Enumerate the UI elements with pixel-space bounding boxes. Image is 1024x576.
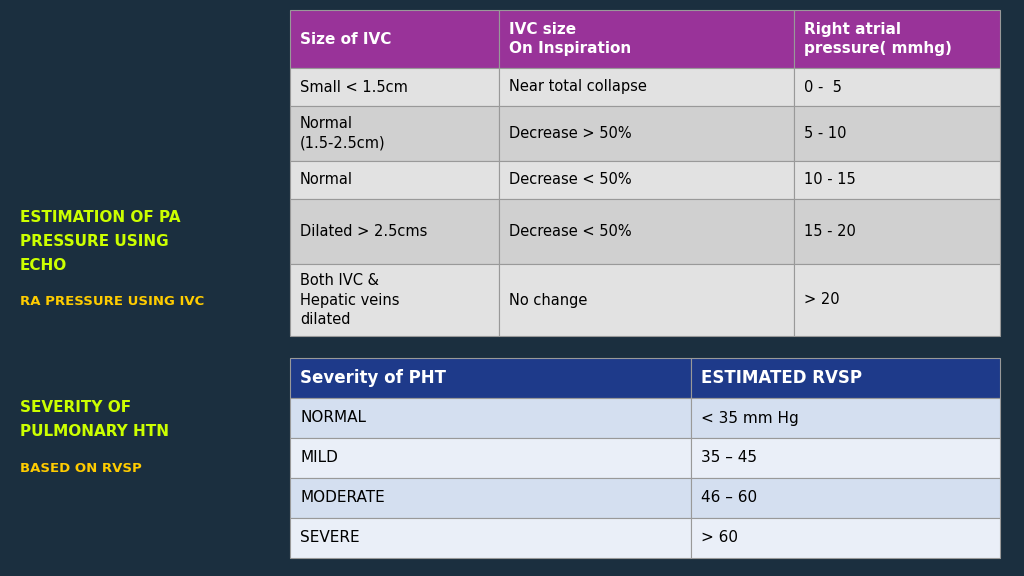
Bar [691, 398, 1000, 438]
Text: > 60: > 60 [701, 530, 738, 545]
Text: Normal: Normal [300, 172, 353, 188]
Text: Dilated > 2.5cms: Dilated > 2.5cms [300, 224, 427, 239]
Text: MILD: MILD [300, 450, 338, 465]
Bar [794, 264, 1000, 336]
Text: 0 -  5: 0 - 5 [804, 79, 842, 94]
Bar [794, 68, 1000, 106]
Text: 5 - 10: 5 - 10 [804, 126, 847, 141]
Text: 35 – 45: 35 – 45 [701, 450, 757, 465]
Bar [500, 161, 794, 199]
Bar [691, 358, 1000, 398]
Text: Decrease > 50%: Decrease > 50% [510, 126, 632, 141]
Text: Near total collapse: Near total collapse [510, 79, 647, 94]
Bar [290, 68, 500, 106]
Text: 15 - 20: 15 - 20 [804, 224, 856, 239]
Bar [691, 518, 1000, 558]
Text: Both IVC &
Hepatic veins
dilated: Both IVC & Hepatic veins dilated [300, 273, 399, 327]
Text: ESTIMATED RVSP: ESTIMATED RVSP [701, 369, 862, 387]
Text: No change: No change [510, 293, 588, 308]
Text: IVC size
On Inspiration: IVC size On Inspiration [510, 22, 632, 56]
Bar [290, 264, 500, 336]
Bar [500, 10, 794, 68]
Bar [290, 10, 500, 68]
Text: Size of IVC: Size of IVC [300, 32, 391, 47]
Text: MODERATE: MODERATE [300, 491, 385, 506]
Bar [500, 106, 794, 161]
Text: ESTIMATION OF PA: ESTIMATION OF PA [20, 210, 180, 225]
Text: Severity of PHT: Severity of PHT [300, 369, 446, 387]
Text: Right atrial
pressure( mmhg): Right atrial pressure( mmhg) [804, 22, 952, 56]
Bar [691, 478, 1000, 518]
Bar [691, 438, 1000, 478]
Text: NORMAL: NORMAL [300, 411, 366, 426]
Bar [500, 199, 794, 264]
Text: SEVERE: SEVERE [300, 530, 359, 545]
Text: Small < 1.5cm: Small < 1.5cm [300, 79, 408, 94]
Bar [794, 10, 1000, 68]
Bar [290, 398, 691, 438]
Bar [290, 358, 691, 398]
Bar [500, 68, 794, 106]
Text: SEVERITY OF: SEVERITY OF [20, 400, 131, 415]
Text: PULMONARY HTN: PULMONARY HTN [20, 424, 169, 439]
Bar [500, 264, 794, 336]
Bar [290, 478, 691, 518]
Bar [290, 161, 500, 199]
Bar [794, 106, 1000, 161]
Text: PRESSURE USING: PRESSURE USING [20, 234, 169, 249]
Bar [290, 438, 691, 478]
Text: > 20: > 20 [804, 293, 840, 308]
Text: Decrease < 50%: Decrease < 50% [510, 172, 632, 188]
Text: BASED ON RVSP: BASED ON RVSP [20, 462, 141, 475]
Text: < 35 mm Hg: < 35 mm Hg [701, 411, 799, 426]
Text: ECHO: ECHO [20, 258, 68, 273]
Text: Decrease < 50%: Decrease < 50% [510, 224, 632, 239]
Bar [290, 106, 500, 161]
Bar [794, 161, 1000, 199]
Bar [290, 518, 691, 558]
Bar [794, 199, 1000, 264]
Bar [290, 199, 500, 264]
Text: RA PRESSURE USING IVC: RA PRESSURE USING IVC [20, 295, 204, 308]
Text: 46 – 60: 46 – 60 [701, 491, 758, 506]
Text: 10 - 15: 10 - 15 [804, 172, 856, 188]
Text: Normal
(1.5-2.5cm): Normal (1.5-2.5cm) [300, 116, 386, 150]
